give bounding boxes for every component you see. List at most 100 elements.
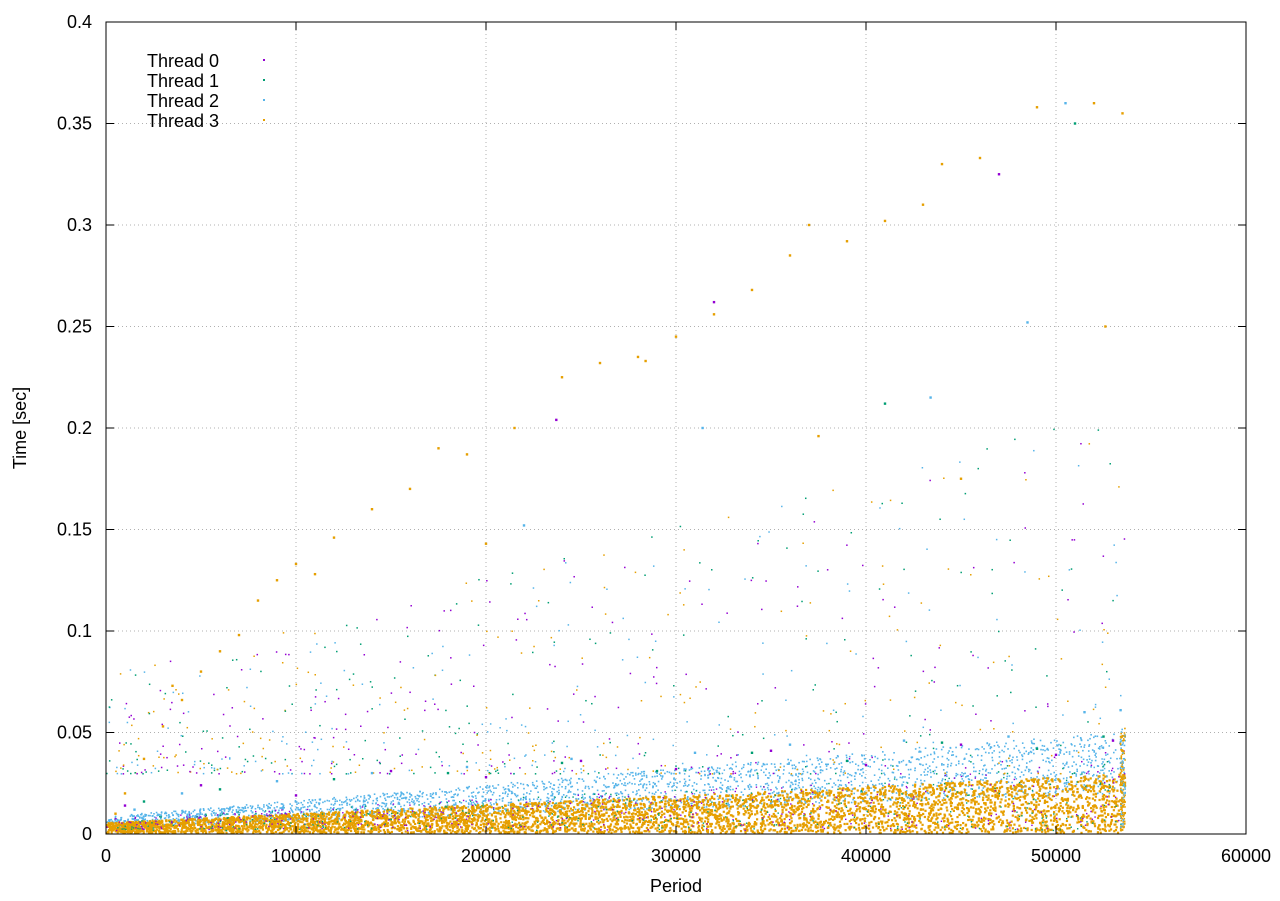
data-point — [704, 790, 706, 792]
data-point — [661, 778, 663, 780]
data-point — [435, 794, 437, 796]
data-point — [639, 795, 641, 797]
data-point — [376, 800, 378, 802]
data-point — [476, 788, 478, 790]
data-point — [302, 804, 304, 806]
data-point — [623, 778, 625, 780]
data-point — [413, 831, 415, 833]
data-point — [196, 813, 198, 815]
data-point — [756, 769, 758, 771]
data-point — [360, 831, 362, 833]
data-point — [830, 778, 832, 780]
data-point — [523, 788, 525, 790]
data-point — [507, 793, 509, 795]
data-point — [740, 773, 742, 775]
data-point — [250, 810, 252, 812]
data-point — [827, 807, 829, 809]
data-point — [965, 799, 967, 801]
data-point — [670, 806, 672, 808]
data-point — [1109, 779, 1111, 781]
data-point — [1070, 784, 1072, 786]
data-point — [473, 801, 475, 803]
data-point — [397, 793, 399, 795]
data-point — [561, 786, 563, 788]
data-point — [342, 807, 344, 809]
data-point — [830, 767, 832, 769]
data-point — [483, 825, 485, 827]
data-point — [211, 830, 213, 832]
data-point — [1039, 800, 1041, 802]
data-point — [978, 788, 980, 790]
data-point — [707, 825, 709, 827]
data-point — [503, 787, 505, 789]
data-point — [507, 788, 509, 790]
data-point — [213, 812, 215, 814]
data-point — [109, 819, 111, 821]
data-point — [854, 775, 856, 777]
data-point — [632, 815, 634, 817]
data-point — [836, 816, 838, 818]
data-point — [1114, 787, 1116, 789]
data-point — [774, 763, 776, 765]
data-point — [757, 763, 759, 765]
data-point — [841, 766, 843, 768]
data-point — [981, 784, 983, 786]
data-point — [1018, 765, 1020, 767]
data-point — [334, 826, 336, 828]
data-point — [849, 762, 851, 764]
data-point — [346, 803, 348, 805]
data-point — [631, 783, 633, 785]
data-point — [750, 771, 752, 773]
data-point — [620, 773, 622, 775]
data-point — [822, 770, 824, 772]
data-point — [891, 819, 893, 821]
data-point — [357, 800, 359, 802]
data-point — [1101, 763, 1103, 765]
data-point — [300, 802, 302, 804]
data-point — [264, 814, 266, 816]
data-point — [330, 807, 332, 809]
data-point — [585, 812, 587, 814]
data-point — [512, 786, 514, 788]
data-point — [149, 815, 151, 817]
data-point — [812, 793, 814, 795]
data-point — [622, 796, 624, 798]
data-point — [686, 800, 688, 802]
data-point — [820, 766, 822, 768]
data-point — [634, 807, 636, 809]
data-point — [738, 774, 740, 776]
data-point — [900, 790, 902, 792]
data-point — [584, 797, 586, 799]
data-point — [685, 785, 687, 787]
data-point — [385, 799, 387, 801]
data-point — [153, 813, 155, 815]
data-point — [1002, 794, 1004, 796]
data-point — [702, 790, 704, 792]
data-point — [961, 747, 963, 749]
data-point — [466, 830, 468, 832]
data-point — [942, 746, 944, 748]
data-point — [1068, 783, 1070, 785]
data-point — [1028, 753, 1030, 755]
data-point — [984, 764, 986, 766]
data-point — [818, 787, 820, 789]
data-point — [805, 789, 807, 791]
data-point — [963, 773, 965, 775]
data-point — [1068, 766, 1070, 768]
data-point — [1107, 753, 1109, 755]
data-point — [387, 796, 389, 798]
data-point — [963, 780, 965, 782]
data-point — [178, 816, 180, 818]
data-point — [1062, 742, 1064, 744]
data-point — [693, 789, 695, 791]
data-point — [979, 780, 981, 782]
data-point — [194, 817, 196, 819]
data-point — [560, 801, 562, 803]
data-point — [439, 789, 441, 791]
data-point — [1095, 756, 1097, 758]
data-point — [785, 809, 787, 811]
data-point — [340, 808, 342, 810]
data-point — [795, 783, 797, 785]
data-point — [743, 764, 745, 766]
data-point — [1104, 823, 1106, 825]
